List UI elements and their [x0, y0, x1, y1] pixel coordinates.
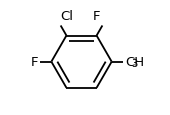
Text: CH: CH	[125, 56, 144, 69]
Text: Cl: Cl	[60, 10, 73, 23]
Text: F: F	[93, 10, 100, 23]
Text: F: F	[31, 56, 38, 69]
Text: 3: 3	[131, 59, 138, 69]
